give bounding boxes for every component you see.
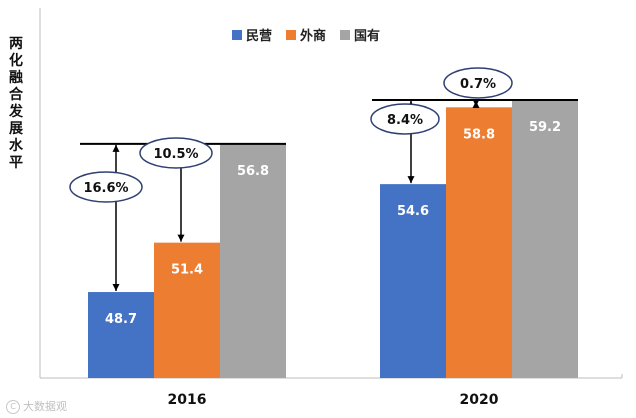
bar-2016-1 [154, 242, 220, 378]
bar-value-label: 59.2 [529, 120, 561, 135]
bar-value-label: 56.8 [237, 164, 269, 179]
legend: 民营 外商 国有 [232, 25, 380, 44]
x-tick-label: 2020 [460, 392, 499, 408]
bar-value-label: 54.6 [397, 204, 429, 219]
gap-label-ellipse [69, 171, 143, 203]
watermark-text: 大数据观 [23, 400, 67, 413]
legend-item-private: 民营 [232, 25, 272, 44]
bar-2020-2 [512, 100, 578, 378]
bar-2016-2 [220, 143, 286, 378]
x-tick-label: 2016 [168, 392, 207, 408]
gap-arrow-head-down [112, 284, 120, 292]
gap-label-text: 10.5% [153, 147, 198, 162]
watermark-logo-icon: C [6, 400, 20, 414]
gap-arrow-head-down [177, 234, 185, 242]
watermark: C 大数据观 [6, 398, 67, 414]
bar-value-label: 58.8 [463, 127, 495, 142]
gap-label-ellipse [443, 67, 513, 99]
bar-2016-0 [88, 292, 154, 378]
gap-label-text: 16.6% [83, 181, 128, 196]
bar-value-label: 51.4 [171, 263, 203, 278]
gap-arrow-head-down [407, 176, 415, 184]
gap-label-ellipse [139, 137, 213, 169]
legend-swatch-foreign [286, 29, 297, 40]
legend-swatch-state [340, 29, 351, 40]
gap-label-ellipse [370, 103, 440, 135]
y-axis-label: 两化融合发展水平 [9, 36, 23, 171]
legend-label-foreign: 外商 [300, 29, 327, 44]
legend-label-private: 民营 [246, 29, 273, 44]
legend-item-state: 国有 [340, 25, 380, 44]
gap-arrow-head-up [112, 144, 120, 152]
bar-value-label: 48.7 [105, 312, 137, 327]
gap-label-text: 0.7% [460, 77, 496, 92]
legend-item-foreign: 外商 [286, 25, 326, 44]
gap-arrow-head-down [472, 99, 480, 107]
gap-label-text: 8.4% [387, 113, 423, 128]
bar-2020-1 [446, 107, 512, 378]
bar-2020-0 [380, 184, 446, 378]
legend-label-state: 国有 [354, 29, 381, 44]
legend-swatch-private [232, 29, 242, 40]
